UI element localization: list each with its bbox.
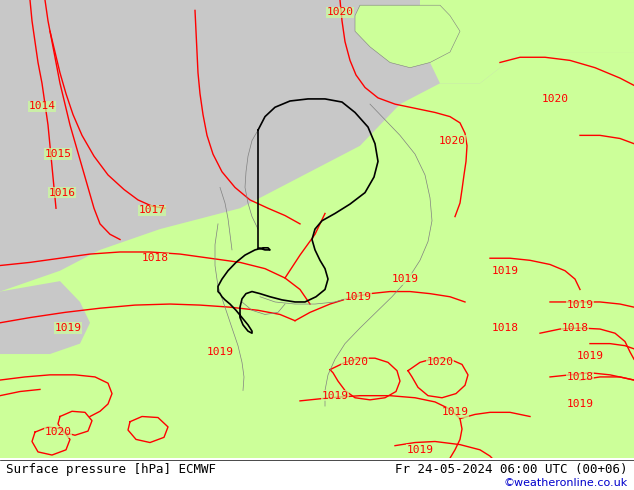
Text: 1019: 1019 — [344, 292, 372, 302]
Text: 1015: 1015 — [44, 149, 72, 159]
Text: 1020: 1020 — [439, 136, 465, 146]
Text: 1018: 1018 — [567, 372, 593, 382]
Text: 1017: 1017 — [138, 205, 165, 215]
Text: 1019: 1019 — [321, 391, 349, 401]
Text: 1018: 1018 — [141, 253, 169, 263]
Polygon shape — [0, 281, 90, 354]
Text: 1019: 1019 — [441, 407, 469, 417]
Text: 1019: 1019 — [567, 399, 593, 409]
Text: 1019: 1019 — [55, 323, 82, 333]
Text: 1016: 1016 — [48, 188, 75, 197]
Text: 1019: 1019 — [576, 351, 604, 361]
Text: 1018: 1018 — [562, 323, 588, 333]
Text: Surface pressure [hPa] ECMWF: Surface pressure [hPa] ECMWF — [6, 463, 216, 476]
Polygon shape — [420, 0, 634, 83]
Text: 1019: 1019 — [406, 445, 434, 455]
Text: 1018: 1018 — [491, 323, 519, 333]
Text: 1020: 1020 — [44, 427, 72, 437]
Text: 1020: 1020 — [427, 357, 453, 368]
Text: 1019: 1019 — [207, 347, 233, 357]
Polygon shape — [0, 0, 634, 292]
Text: 1020: 1020 — [327, 7, 354, 18]
Text: 1019: 1019 — [392, 274, 418, 284]
Text: 1020: 1020 — [541, 94, 569, 104]
Text: 1014: 1014 — [29, 101, 56, 111]
Text: Fr 24-05-2024 06:00 UTC (00+06): Fr 24-05-2024 06:00 UTC (00+06) — [395, 463, 628, 476]
Text: 1020: 1020 — [342, 357, 368, 368]
Text: 1019: 1019 — [491, 266, 519, 276]
Polygon shape — [355, 5, 460, 68]
Text: 1019: 1019 — [567, 300, 593, 310]
Text: ©weatheronline.co.uk: ©weatheronline.co.uk — [503, 478, 628, 489]
